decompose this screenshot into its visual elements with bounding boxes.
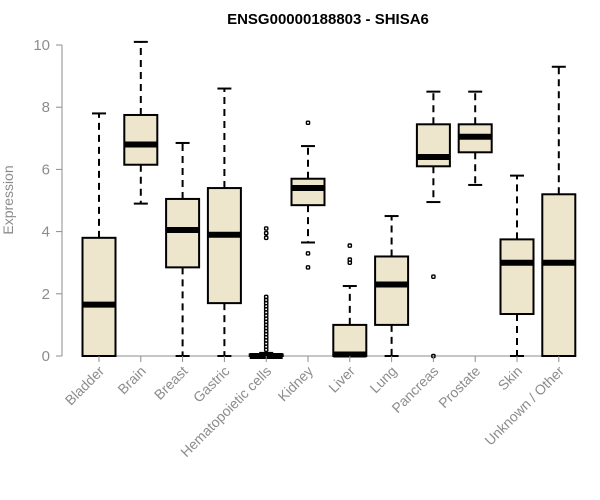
x-tick-label: Kidney bbox=[275, 363, 317, 405]
iqr-box bbox=[123, 113, 159, 166]
x-tick-label: Prostate bbox=[435, 363, 483, 411]
iqr-box bbox=[165, 197, 201, 269]
y-axis-ticks: 0 2 4 6 8 10 bbox=[33, 37, 62, 365]
box-brain bbox=[123, 40, 159, 205]
box-gastric bbox=[206, 87, 242, 357]
iqr-box bbox=[81, 236, 117, 358]
y-tick-label: 0 bbox=[42, 348, 50, 365]
x-tick-label: Skin bbox=[495, 363, 526, 394]
x-tick-label: Unknown / Other bbox=[481, 363, 567, 449]
iqr-box bbox=[332, 323, 368, 357]
outlier-point bbox=[263, 235, 269, 241]
y-tick-label: 10 bbox=[33, 37, 50, 54]
outlier-point bbox=[347, 260, 353, 266]
box-unknown-other bbox=[541, 65, 577, 357]
y-tick-label: 4 bbox=[42, 224, 50, 241]
iqr-box bbox=[499, 238, 535, 316]
box-breast bbox=[165, 141, 201, 357]
box-lung bbox=[374, 215, 410, 357]
outlier-point bbox=[263, 294, 269, 300]
outlier-point bbox=[347, 243, 353, 248]
outlier-point bbox=[263, 230, 269, 236]
box-bladder bbox=[81, 112, 117, 358]
box-kidney bbox=[290, 120, 326, 270]
x-tick-label: Brain bbox=[114, 363, 148, 397]
chart-title: ENSG00000188803 - SHISA6 bbox=[227, 11, 429, 28]
box-hematopoietic-cells bbox=[248, 226, 284, 359]
iqr-box bbox=[290, 177, 326, 207]
iqr-box bbox=[415, 123, 451, 168]
x-tick-label: Liver bbox=[325, 363, 358, 396]
iqr-box bbox=[541, 193, 577, 357]
box-prostate bbox=[457, 90, 493, 186]
boxes-group bbox=[81, 40, 577, 359]
box-liver bbox=[332, 243, 368, 358]
y-tick-label: 6 bbox=[42, 161, 50, 178]
outlier-point bbox=[305, 120, 311, 126]
box-pancreas bbox=[415, 90, 451, 359]
y-axis-label: Expression bbox=[0, 165, 16, 234]
x-tick-label: Bladder bbox=[62, 363, 108, 409]
outlier-point bbox=[431, 274, 436, 279]
y-tick-label: 8 bbox=[42, 99, 50, 116]
x-tick-label: Lung bbox=[366, 363, 399, 396]
iqr-box bbox=[374, 255, 410, 326]
outlier-point bbox=[263, 226, 269, 231]
box-skin bbox=[499, 174, 535, 357]
x-tick-label: Breast bbox=[151, 363, 191, 403]
y-tick-label: 2 bbox=[42, 286, 50, 303]
outlier-point bbox=[305, 251, 311, 256]
outlier-point bbox=[305, 265, 311, 270]
iqr-box bbox=[206, 187, 242, 305]
